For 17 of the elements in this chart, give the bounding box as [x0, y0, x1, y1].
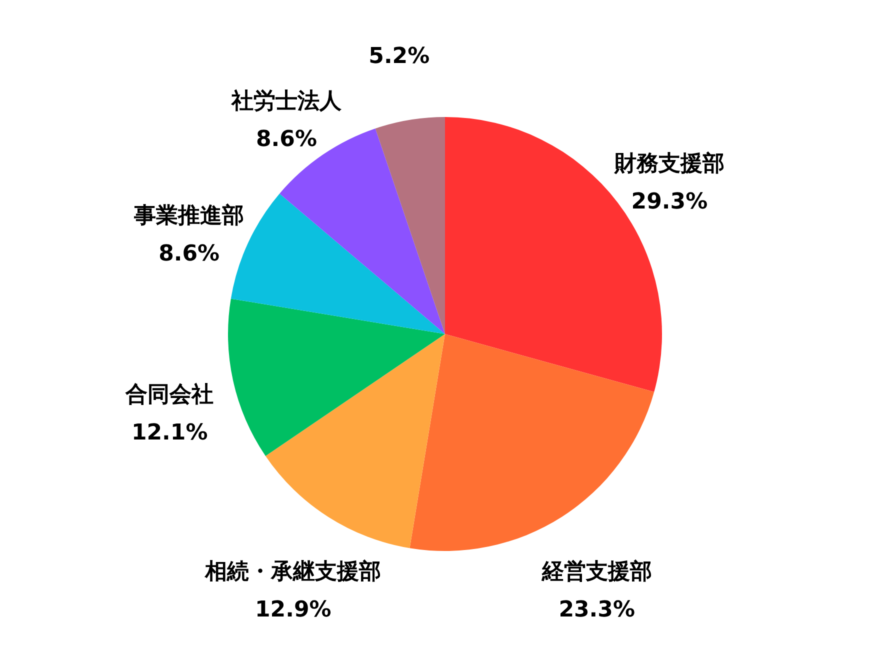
pie-slice: [266, 334, 445, 548]
data-label: 8.6%: [256, 126, 317, 152]
slice-label: 事業推進部: [133, 202, 244, 229]
data-label: 12.1%: [131, 420, 208, 446]
data-label: 8.6%: [158, 242, 220, 267]
data-label: 23.3%: [558, 598, 636, 623]
data-label: 29.3%: [631, 189, 708, 214]
slice-label: 相続・承継支援部: [204, 558, 382, 585]
pie-slice: [228, 298, 445, 456]
pie-slice: [375, 117, 445, 334]
slice-label: 合同会社: [124, 382, 214, 408]
pie-slice: [410, 334, 654, 551]
data-label: 5.2%: [368, 44, 430, 69]
slice-label: 社労士法人: [230, 88, 342, 114]
data-label: 12.9%: [254, 598, 332, 623]
slice-label: 経営支援部: [540, 558, 652, 585]
slice-label: 財務支援部: [613, 150, 724, 176]
